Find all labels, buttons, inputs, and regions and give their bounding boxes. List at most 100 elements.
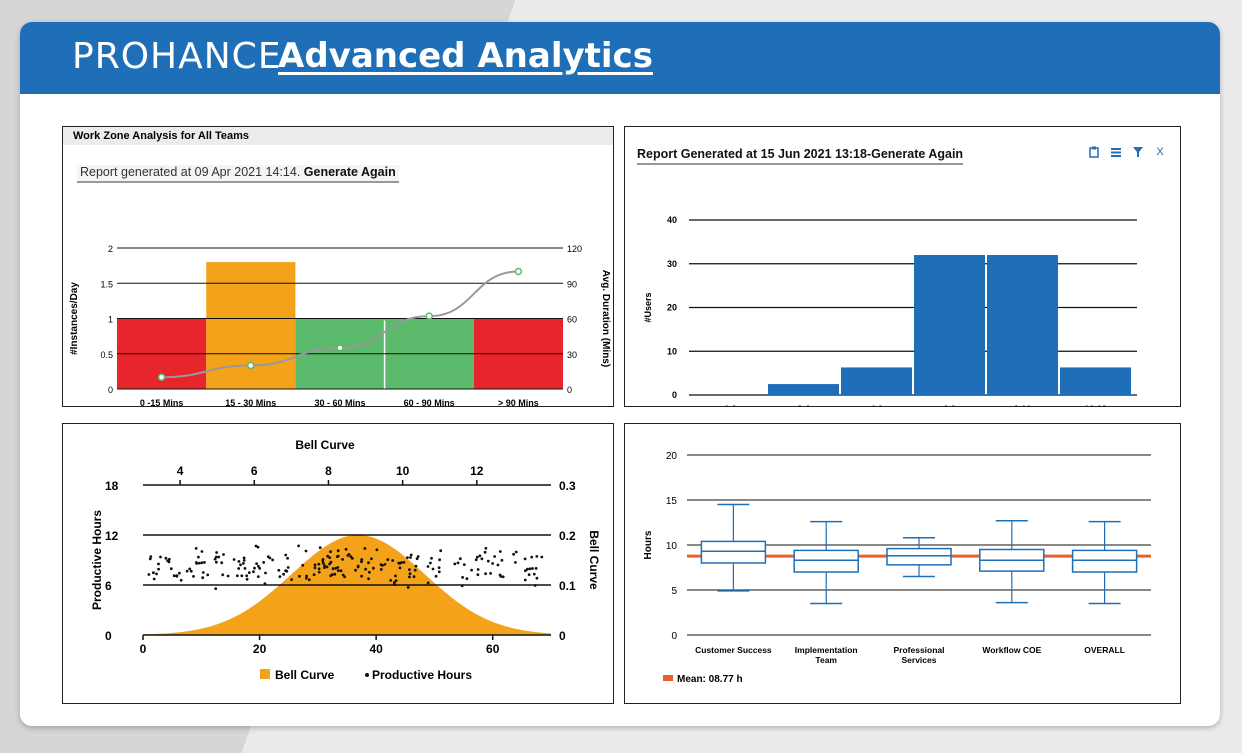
productive-hours-point <box>379 568 383 571</box>
productive-hours-point <box>235 574 239 578</box>
y-tick-label: 12 <box>105 529 119 543</box>
productive-hours-point <box>247 571 251 574</box>
productive-hours-point <box>531 567 534 570</box>
box <box>793 549 859 573</box>
productive-hours-point <box>242 559 246 562</box>
productive-hours-point <box>462 563 466 566</box>
productive-hours-point <box>406 586 410 589</box>
productive-hours-point <box>476 568 480 571</box>
productive-hours-point <box>480 557 484 561</box>
productive-hours-point <box>383 563 387 566</box>
productive-hours-point <box>524 569 527 573</box>
y-tick-label: 10 <box>666 541 678 552</box>
productive-hours-point <box>325 565 329 569</box>
productive-hours-point <box>501 575 505 579</box>
productive-hours-point <box>496 563 500 567</box>
clipboard-icon[interactable] <box>1088 146 1100 158</box>
x2-tick-label: 6 <box>251 464 258 478</box>
productive-hours-point <box>253 566 256 570</box>
x-tick-label: Customer Success <box>695 645 772 655</box>
productive-hours-point <box>526 567 529 571</box>
productive-hours-point <box>167 560 171 564</box>
work-zone-panel: Work Zone Analysis for All Teams Report … <box>62 126 614 407</box>
productive-hours-point <box>379 563 383 566</box>
dashboard-card: PROHANCE Advanced Analytics Work Zone An… <box>20 22 1220 726</box>
productive-hours-point <box>535 555 539 558</box>
productive-hours-point <box>258 567 262 570</box>
productive-hours-point <box>430 556 433 560</box>
productive-hours-point <box>409 556 412 559</box>
productive-hours-point <box>217 555 221 559</box>
legend-swatch <box>663 675 673 681</box>
productive-hours-point <box>312 573 316 577</box>
productive-hours-point <box>474 558 478 562</box>
productive-hours-point <box>200 561 204 565</box>
close-icon[interactable]: X <box>1156 146 1164 158</box>
productive-hours-point <box>426 581 430 585</box>
y-tick-label: 30 <box>667 259 677 269</box>
duration-point <box>425 312 433 320</box>
productive-hours-point <box>530 555 534 559</box>
y2-tick-label: 0.1 <box>559 579 576 593</box>
x2-tick-label: 8 <box>325 464 332 478</box>
y-tick-label: 2 <box>108 244 113 254</box>
productive-hours-point <box>408 575 411 579</box>
productive-hours-point <box>321 561 325 565</box>
productive-hours-point <box>344 547 348 551</box>
productive-hours-point <box>155 572 158 576</box>
generate-again-link[interactable]: Generate Again <box>303 165 396 179</box>
productive-hours-point <box>438 558 441 562</box>
productive-hours-point <box>484 572 487 576</box>
productive-hours-point <box>408 568 411 571</box>
productive-hours-point <box>453 562 457 566</box>
productive-hours-point <box>367 577 370 581</box>
productive-hours-point <box>329 560 333 564</box>
productive-hours-point <box>414 564 418 568</box>
filter-icon[interactable] <box>1132 146 1144 158</box>
y-tick-label: 0.5 <box>100 350 113 360</box>
productive-hours-point <box>360 560 363 564</box>
box <box>886 547 952 566</box>
productive-hours-point <box>406 556 409 559</box>
menu-icon[interactable] <box>1110 146 1122 158</box>
hours-box-plot: 0 5 10 15 20 Customer Success ImplementationTe… <box>643 451 1151 685</box>
y-axis-label: #Instances/Day <box>69 282 80 355</box>
productive-hours-point <box>534 567 538 570</box>
productive-hours-point <box>256 575 260 578</box>
x-tick-label: Workflow COE <box>982 645 1041 655</box>
x2-tick-label: 4 <box>177 464 184 478</box>
productive-hours-point <box>493 555 496 558</box>
productive-hours-point <box>185 569 189 573</box>
productive-hours-point <box>242 562 245 565</box>
productive-hours-point <box>263 582 267 586</box>
productive-hours-point <box>214 555 218 559</box>
productive-hours-point <box>262 561 266 564</box>
productive-hours-point <box>257 564 260 568</box>
productive-hours-point <box>393 583 396 586</box>
histogram-bar <box>841 367 912 395</box>
productive-hours-point <box>271 558 274 562</box>
productive-hours-point <box>220 561 224 565</box>
productive-hours-point <box>426 565 430 568</box>
productive-hours-point <box>528 567 532 571</box>
productive-hours-point <box>360 558 364 561</box>
histogram-bar <box>914 255 985 395</box>
productive-hours-point <box>157 562 160 566</box>
x-tick-label: 60 - 90 Mins <box>404 398 455 406</box>
productive-hours-point <box>375 548 379 552</box>
x-tick-label: 2.4 <box>797 404 810 406</box>
productive-hours-point <box>535 576 539 580</box>
x-tick-label: 60 <box>486 642 500 656</box>
productive-hours-point <box>399 561 403 564</box>
productive-hours-point <box>255 562 258 565</box>
report-generated-link[interactable]: Report Generated at 15 Jun 2021 13:18-Ge… <box>637 147 964 165</box>
x-tick-label: 0 -15 Mins <box>140 398 184 406</box>
productive-hours-point <box>245 574 249 578</box>
productive-hours-point <box>194 547 198 550</box>
productive-hours-point <box>336 554 340 558</box>
bell-curve-panel: Bell Curve 4 6 8 10 12 0 6 12 18 0 0.1 0.2 0.3 0 20 40 60… <box>62 423 614 704</box>
productive-hours-point <box>523 557 527 561</box>
productive-hours-point <box>500 558 504 562</box>
productive-hours-point <box>317 570 321 574</box>
productive-hours-point <box>318 546 322 549</box>
